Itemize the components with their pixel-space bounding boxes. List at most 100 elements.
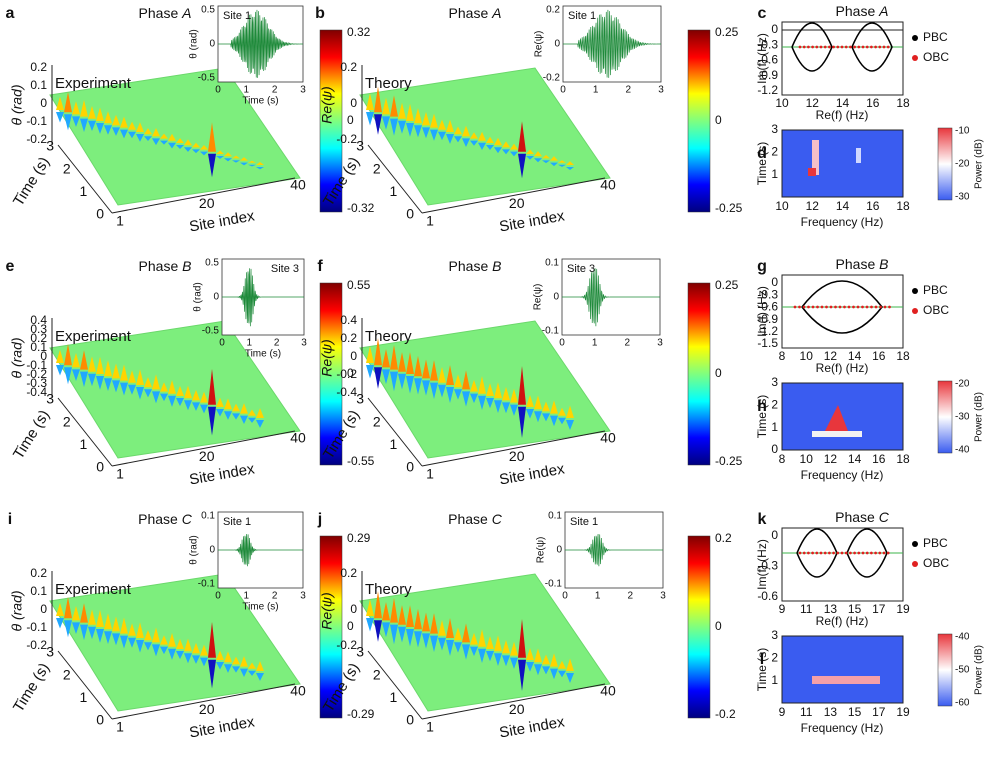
spike-down [382, 622, 390, 638]
x-tick-label: 16 [866, 199, 880, 213]
spike-up [192, 389, 200, 401]
spike-up [470, 632, 478, 645]
spike-down [56, 365, 64, 376]
spike-up [80, 99, 88, 117]
inset-y-label: θ (rad) [189, 29, 200, 58]
x-tick-label: 11 [800, 705, 813, 719]
spike-up [256, 661, 264, 671]
inset-x-tick: 0 [215, 85, 221, 96]
spike-down [224, 158, 232, 162]
obc-point [865, 305, 869, 309]
spike-down [168, 142, 176, 149]
spike-down [534, 411, 542, 423]
spike-up [216, 397, 224, 407]
title-phase: B [492, 258, 501, 274]
spike-up [208, 621, 216, 658]
spike-down [88, 373, 96, 387]
x-tick-label: 12 [824, 452, 838, 466]
panel-title: Phase C [448, 511, 503, 527]
obc-point [888, 305, 891, 309]
title-text: Phase [836, 256, 880, 272]
spike-down [454, 389, 462, 400]
x-axis-label: Frequency (Hz) [801, 721, 884, 735]
panel-label: d [757, 145, 767, 162]
inset-label: Site 3 [567, 263, 595, 275]
inset-x-tick: 0 [559, 338, 565, 349]
spike-up [382, 601, 390, 621]
spike-down [374, 114, 382, 135]
colorbar-tick-label: -40 [955, 445, 970, 456]
inset-y-tick: 0 [213, 292, 219, 303]
spike-down [470, 646, 478, 657]
title-text: Phase [138, 511, 182, 527]
colorbar-tick-label: -10 [955, 126, 970, 137]
spike-down [406, 376, 414, 394]
x-tick-label: 11 [800, 602, 813, 616]
spike-up [72, 101, 80, 115]
spike-up [502, 141, 510, 148]
panel-title: Phase B [449, 258, 502, 274]
spike-up [374, 591, 382, 619]
spike-up [374, 338, 382, 366]
spike-down [96, 123, 104, 134]
spike-up [462, 125, 470, 137]
x-tick-label: 10 [775, 199, 789, 213]
spike-down [96, 629, 104, 643]
obc-point [840, 45, 844, 49]
colorbar-tick-label: -0.2 [715, 707, 736, 721]
y-tick-label: -0.3 [757, 287, 778, 301]
x-tick-label: 19 [896, 602, 910, 616]
spike-down [112, 127, 120, 136]
site-axis-label: Site index [498, 207, 566, 235]
surface-decoration [366, 338, 574, 438]
y-tick-label: 2 [771, 398, 778, 412]
x-tick-label: 8 [779, 452, 786, 466]
spike-down [518, 153, 526, 179]
x-tick-label: 18 [896, 96, 910, 110]
time-tick-label: 1 [80, 183, 88, 199]
spike-down [478, 142, 486, 151]
spike-down [486, 651, 494, 662]
y-tick-label: -0.6 [757, 300, 778, 314]
x-tick-label: 14 [848, 349, 862, 363]
spike-up [390, 344, 398, 370]
time-tick-label: 1 [390, 436, 398, 452]
surface-decoration [366, 86, 574, 179]
title-phase: C [492, 511, 503, 527]
spike-down [240, 668, 248, 677]
spike-up [462, 623, 470, 643]
spike-up [88, 106, 96, 119]
legend-label: OBC [923, 50, 949, 64]
inset-y-tick: 0.1 [548, 511, 562, 522]
obc-point [865, 551, 869, 555]
colorbar-tick-label: -40 [955, 632, 970, 643]
obc-point [843, 305, 846, 309]
inset-y-tick: 0 [554, 39, 560, 50]
x-tick-label: 12 [824, 349, 838, 363]
inset-y-tick: 0.5 [205, 258, 219, 269]
x-tick-label: 16 [866, 96, 880, 110]
spike-down [526, 409, 534, 419]
time-tick-label: 3 [356, 138, 364, 154]
spike-up [526, 149, 534, 154]
spike-down [80, 624, 88, 641]
spike-down [192, 149, 200, 154]
plot-box [781, 274, 904, 349]
obc-point [886, 45, 890, 49]
spike-down [462, 138, 470, 147]
spike-up [72, 352, 80, 368]
site-tick-label: 1 [426, 466, 434, 482]
obc-point [853, 551, 856, 555]
obc-point [820, 305, 824, 309]
inset-y-tick: 0.5 [201, 5, 215, 16]
spike-down [534, 158, 542, 163]
spike-down [486, 145, 494, 151]
spectrogram-blob [856, 148, 861, 163]
inset-y-tick: -0.1 [545, 579, 563, 590]
spike-up [374, 86, 382, 113]
inset-x-tick: 0 [219, 338, 225, 349]
spike-down [542, 160, 550, 164]
spike-up [470, 132, 478, 139]
spike-down [502, 655, 510, 667]
obc-point [836, 45, 840, 49]
